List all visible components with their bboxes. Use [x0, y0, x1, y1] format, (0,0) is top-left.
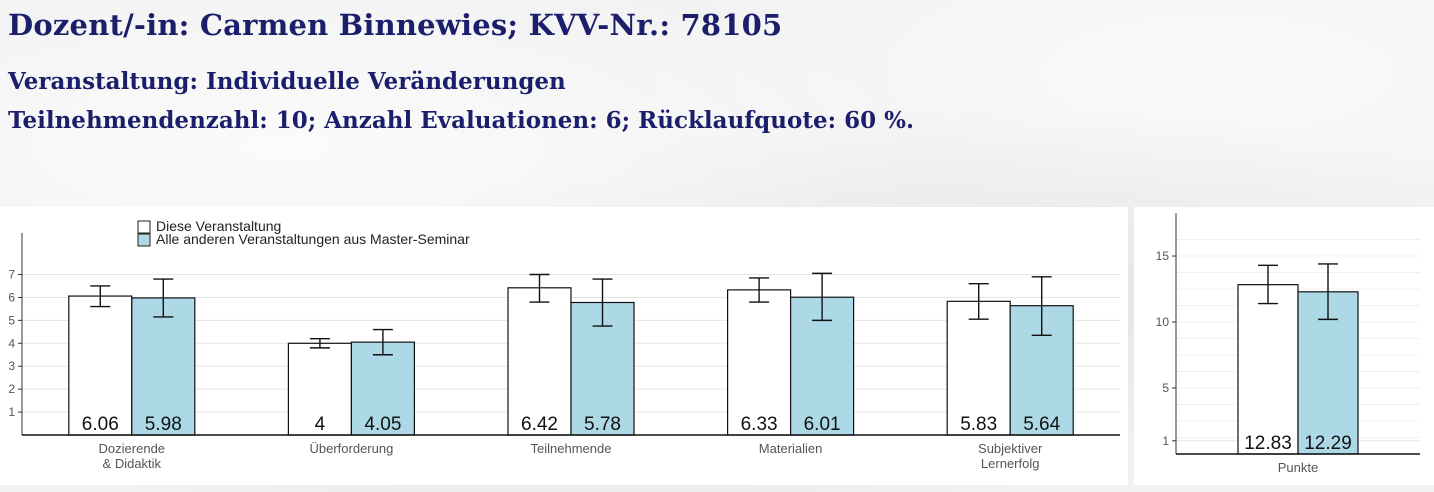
- bar-this-course: [68, 295, 133, 436]
- value-label: 12.29: [1304, 433, 1352, 454]
- legend-swatch: [137, 233, 151, 247]
- value-label: 6.01: [804, 414, 841, 435]
- dimension-bar-chart: 1 2 3 4 5 6 7 6.06 5.98 Dozierende& Didaktik 4 4.05…: [8, 218, 1120, 471]
- bar-this-course: [287, 342, 352, 436]
- y-tick-label: 15: [1156, 249, 1170, 263]
- bar-this-course: [1237, 284, 1299, 455]
- value-label: 6.42: [521, 414, 558, 435]
- value-label: 12.83: [1244, 433, 1292, 454]
- chart-panel-dimensions: 1 2 3 4 5 6 7 6.06 5.98 Dozierende & Didaktik 4 4.05…: [0, 207, 1128, 485]
- x-category-label: Subjektiver: [978, 441, 1043, 456]
- y-tick-label: 2: [8, 382, 15, 396]
- value-label: 5.64: [1023, 414, 1060, 435]
- legend-swatch: [137, 220, 151, 234]
- x-category-label: Materialien: [759, 441, 823, 456]
- course-name: Veranstaltung: Individuelle Veränderunge…: [8, 68, 566, 95]
- value-label: 5.83: [960, 414, 997, 435]
- x-category-label: & Didaktik: [103, 456, 162, 471]
- bar-this-course: [726, 289, 792, 436]
- page-title: Dozent/-in: Carmen Binnewies; KVV-Nr.: 7…: [8, 8, 783, 42]
- x-category-label: Teilnehmende: [531, 441, 612, 456]
- y-tick-label: 4: [8, 336, 15, 350]
- bar-other-courses: [131, 297, 196, 436]
- legend-label: Alle anderen Veranstaltungen aus Master-…: [156, 231, 470, 247]
- value-label: 6.06: [82, 414, 119, 435]
- participation-stats: Teilnehmendenzahl: 10; Anzahl Evaluation…: [8, 107, 914, 134]
- y-tick-label: 5: [1162, 381, 1169, 395]
- bar-other-courses: [350, 341, 415, 436]
- x-category-label: Lernerfolg: [981, 456, 1040, 471]
- x-category-label: Punkte: [1278, 460, 1318, 475]
- y-tick-label: 3: [8, 359, 15, 373]
- value-label: 6.33: [741, 414, 778, 435]
- value-label: 4.05: [364, 414, 401, 435]
- y-tick-label: 1: [1162, 434, 1169, 448]
- bar-this-course: [507, 287, 572, 436]
- value-label: 4: [315, 414, 326, 435]
- value-label: 5.98: [145, 414, 182, 435]
- y-tick-label: 1: [8, 405, 15, 419]
- chart-panel-points: 1 5 10 15 12.83 12.29 Punkte: [1134, 207, 1434, 485]
- y-tick-label: 10: [1156, 315, 1170, 329]
- y-tick-label: 5: [8, 313, 15, 327]
- x-category-label: Dozierende: [99, 441, 166, 456]
- y-tick-label: 7: [8, 268, 15, 282]
- x-category-label: Überforderung: [309, 441, 393, 456]
- legend-label: Diese Veranstaltung: [156, 218, 281, 234]
- value-label: 5.78: [584, 414, 621, 435]
- y-tick-label: 6: [8, 290, 15, 304]
- bar-this-course: [946, 300, 1011, 436]
